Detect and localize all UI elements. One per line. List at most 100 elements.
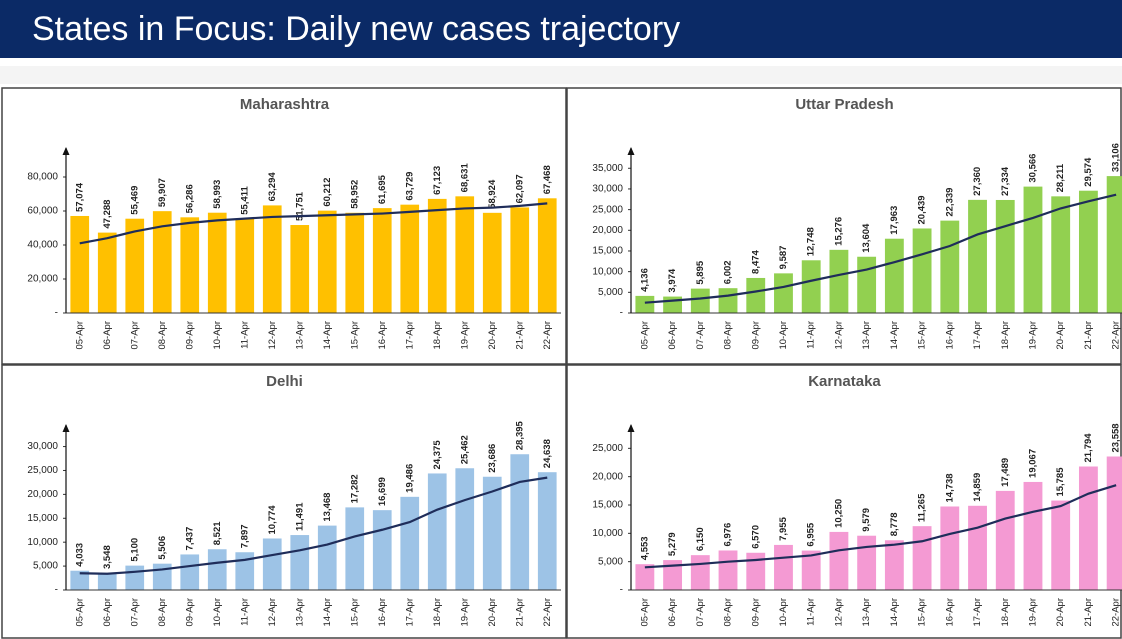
x-tick-label: 16-Apr [944,321,955,350]
y-tick-label: 15,000 [27,513,58,524]
x-tick-label: 16-Apr [944,598,955,627]
value-label: 7,437 [184,527,195,551]
bar [857,535,877,590]
bar [829,531,849,590]
x-tick-label: 12-Apr [267,321,278,350]
bar [97,573,117,590]
value-label: 4,136 [639,268,650,292]
value-label: 4,553 [639,536,650,560]
x-tick-label: 22-Apr [542,598,553,627]
bar [372,510,392,590]
value-label: 5,279 [667,532,678,556]
value-label: 63,294 [267,172,278,202]
value-label: 58,993 [212,180,223,209]
value-label: 19,067 [1027,449,1038,478]
value-label: 61,695 [377,174,388,204]
panel-border [1,364,567,639]
panel-title: Maharashtra [240,96,330,113]
bar [262,205,282,313]
bar [345,507,365,590]
x-tick-label: 14-Apr [889,598,900,627]
value-label: 58,952 [349,180,360,209]
bar [968,199,987,313]
x-tick-label: 18-Apr [1000,598,1011,627]
y-tick-label: 25,000 [592,443,623,454]
x-tick-label: 09-Apr [750,321,761,350]
bar [829,249,849,313]
x-tick-label: 12-Apr [267,598,278,627]
y-tick-label: 30,000 [592,184,623,195]
bar [207,212,227,313]
value-label: 3,548 [102,545,113,569]
x-tick-label: 20-Apr [1055,321,1066,350]
panel: Karnataka - 5,000 10,000 15,000 20,000 25,000 4… [566,364,1122,639]
bar [455,468,475,590]
value-label: 13,468 [322,493,333,522]
x-tick-label: 20-Apr [487,598,498,627]
x-tick-label: 09-Apr [184,598,195,627]
value-label: 33,106 [1111,143,1122,172]
x-tick-label: 10-Apr [778,598,789,627]
value-label: 47,288 [102,200,113,229]
x-tick-label: 05-Apr [74,321,85,350]
x-tick-label: 18-Apr [1000,321,1011,350]
y-tick-label: 10,000 [27,537,58,548]
bar [317,210,337,313]
value-label: 17,963 [889,206,900,235]
x-tick-label: 13-Apr [294,321,305,350]
panel-border [1,87,567,365]
value-label: 58,924 [487,179,498,209]
value-label: 60,212 [322,178,333,207]
x-tick-label: 07-Apr [129,321,140,350]
x-tick-label: 21-Apr [1083,598,1094,627]
bar [1023,186,1043,313]
bar [1106,176,1122,313]
bar [1078,466,1098,590]
value-label: 10,250 [833,499,844,528]
bar [400,496,420,590]
bar [912,228,932,313]
bar [290,225,310,313]
bar [372,208,392,313]
x-tick-label: 11-Apr [239,598,250,626]
value-label: 15,785 [1055,467,1066,497]
y-tick-label: - [55,585,58,596]
bar [1106,456,1122,590]
bar [455,196,475,313]
value-label: 15,276 [833,217,844,246]
x-tick-label: 18-Apr [432,598,443,627]
x-tick-label: 14-Apr [889,321,900,350]
y-tick-label: - [620,585,623,596]
bar [690,288,710,313]
x-tick-label: 17-Apr [972,598,983,627]
x-tick-label: 13-Apr [294,598,305,627]
x-tick-label: 11-Apr [806,598,817,626]
y-tick-label: 15,000 [592,246,623,257]
y-tick-label: - [55,308,58,319]
x-tick-label: 20-Apr [1055,598,1066,627]
y-axis-arrow [627,424,635,432]
bar [482,212,502,313]
x-tick-label: 16-Apr [377,321,388,350]
x-tick-label: 13-Apr [861,598,872,627]
value-label: 12,748 [806,227,817,256]
x-tick-label: 19-Apr [459,598,470,627]
bar [1051,196,1071,313]
x-tick-label: 21-Apr [514,321,525,350]
value-label: 21,794 [1083,433,1094,463]
bar [1078,190,1098,313]
value-label: 11,491 [294,502,305,531]
value-label: 67,123 [432,166,443,195]
x-tick-label: 07-Apr [695,598,706,627]
panel-title: Karnataka [808,373,881,390]
x-tick-label: 06-Apr [102,598,113,627]
bar [152,211,172,313]
x-tick-label: 19-Apr [1027,598,1038,627]
x-tick-label: 05-Apr [639,598,650,627]
value-label: 14,859 [972,473,983,502]
y-tick-label: 5,000 [33,561,58,572]
value-label: 5,506 [157,536,168,560]
bar [884,238,904,313]
value-label: 57,074 [74,182,85,212]
value-label: 9,587 [778,246,789,270]
